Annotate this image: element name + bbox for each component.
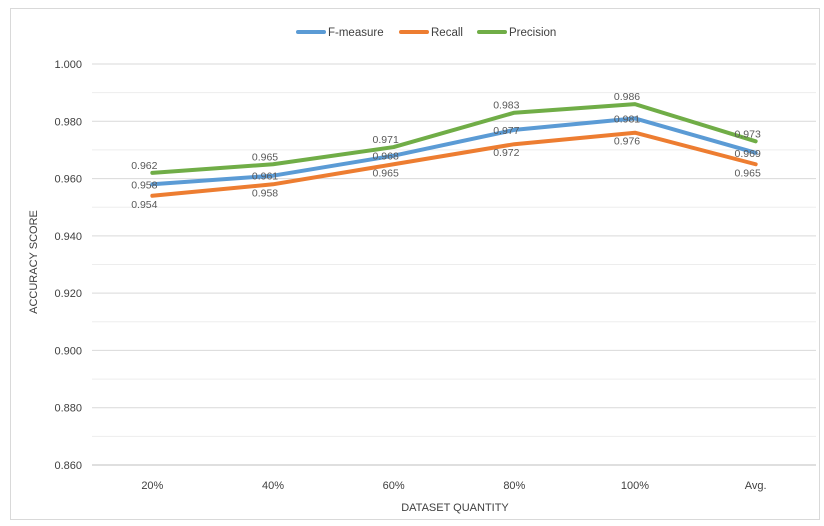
y-tick-label: 0.940	[54, 231, 82, 243]
y-tick-label: 0.980	[54, 116, 82, 128]
series-line-f-measure	[150, 116, 758, 187]
y-tick-label: 1.000	[54, 59, 82, 71]
x-tick-label: 80%	[503, 480, 525, 492]
legend-label: F-measure	[328, 27, 384, 39]
series-line-recall	[150, 130, 758, 198]
data-label: 0.965	[252, 151, 278, 163]
series-line-precision	[150, 102, 758, 175]
series-lines	[150, 102, 758, 198]
data-labels: 0.958 0.961 0.968 0.977 0.981 0.969 0.954 0.958…	[131, 91, 761, 211]
data-label: 0.954	[131, 199, 157, 211]
data-label: 0.971	[373, 134, 399, 146]
data-label: 0.958	[131, 179, 157, 191]
x-tick-label: 40%	[262, 480, 284, 492]
data-label: 0.961	[252, 171, 278, 183]
legend-label: Precision	[509, 27, 556, 39]
data-label: 0.976	[614, 136, 640, 148]
data-label: 0.968	[373, 151, 399, 163]
x-axis-ticks: 20% 40% 60% 80% 100% Avg.	[141, 480, 766, 492]
data-label: 0.969	[735, 148, 761, 160]
y-axis-title: ACCURACY SCORE	[28, 210, 40, 314]
data-label: 0.958	[252, 187, 278, 199]
data-label: 0.983	[493, 100, 519, 112]
data-label: 0.962	[131, 160, 157, 172]
data-label: 0.981	[614, 113, 640, 125]
data-label: 0.965	[373, 167, 399, 179]
y-tick-label: 0.880	[54, 403, 82, 415]
x-tick-label: 100%	[621, 480, 649, 492]
legend: F-measure Recall Precision	[296, 27, 556, 39]
gridlines	[92, 63, 816, 466]
x-tick-label: Avg.	[745, 480, 767, 492]
y-tick-label: 0.860	[54, 460, 82, 472]
y-tick-label: 0.920	[54, 288, 82, 300]
y-axis-ticks: 0.860 0.880 0.900 0.920 0.940 0.960 0.980 1.000	[54, 59, 82, 472]
y-tick-label: 0.900	[54, 345, 82, 357]
x-tick-label: 60%	[383, 480, 405, 492]
data-label: 0.965	[735, 167, 761, 179]
x-axis-title: DATASET QUANTITY	[401, 502, 509, 514]
data-label: 0.986	[614, 91, 640, 103]
x-tick-label: 20%	[141, 480, 163, 492]
y-tick-label: 0.960	[54, 174, 82, 186]
data-label: 0.972	[493, 147, 519, 159]
legend-label: Recall	[431, 27, 463, 39]
data-label: 0.973	[735, 128, 761, 140]
data-label: 0.977	[493, 125, 519, 137]
